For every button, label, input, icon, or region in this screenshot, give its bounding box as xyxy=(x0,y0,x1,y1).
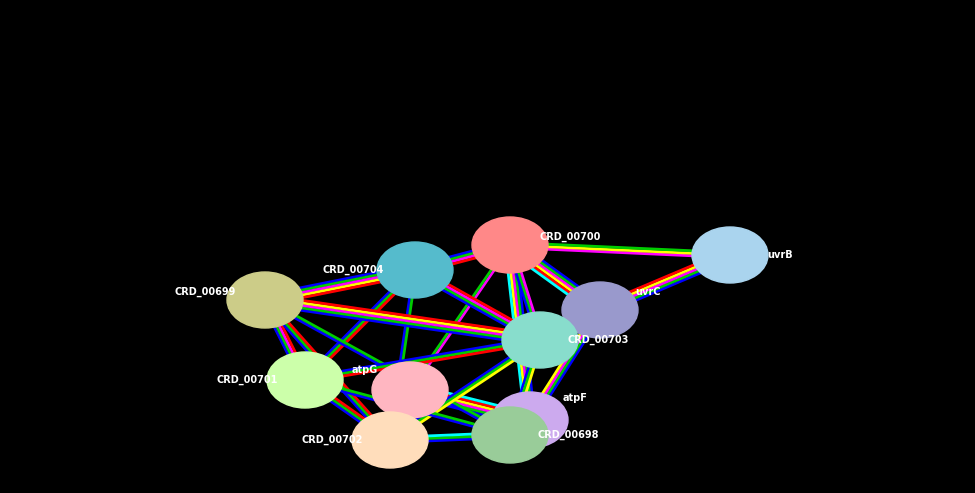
Text: CRD_00698: CRD_00698 xyxy=(537,430,599,440)
Ellipse shape xyxy=(502,312,578,368)
Text: atpF: atpF xyxy=(563,393,587,403)
Text: uvrC: uvrC xyxy=(636,287,661,297)
Ellipse shape xyxy=(472,407,548,463)
Text: CRD_00699: CRD_00699 xyxy=(175,287,236,297)
Text: CRD_00701: CRD_00701 xyxy=(216,375,278,385)
Ellipse shape xyxy=(377,242,453,298)
Ellipse shape xyxy=(472,217,548,273)
Ellipse shape xyxy=(562,282,638,338)
Text: CRD_00703: CRD_00703 xyxy=(567,335,629,345)
Text: CRD_00704: CRD_00704 xyxy=(323,265,384,275)
Text: CRD_00702: CRD_00702 xyxy=(301,435,363,445)
Ellipse shape xyxy=(267,352,343,408)
Ellipse shape xyxy=(692,227,768,283)
Text: atpG: atpG xyxy=(352,365,378,375)
Text: uvrB: uvrB xyxy=(767,250,793,260)
Ellipse shape xyxy=(372,362,448,418)
Text: CRD_00700: CRD_00700 xyxy=(539,232,601,242)
Ellipse shape xyxy=(492,392,568,448)
Ellipse shape xyxy=(352,412,428,468)
Ellipse shape xyxy=(227,272,303,328)
